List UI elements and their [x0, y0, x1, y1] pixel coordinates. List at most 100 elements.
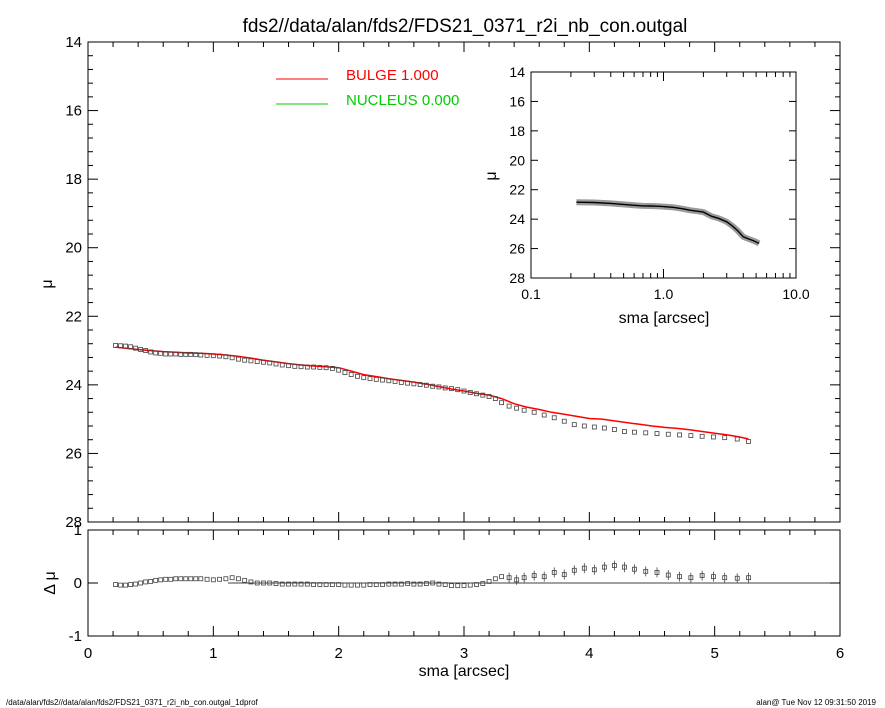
residual-data-point — [436, 581, 442, 587]
main-data-point — [571, 422, 577, 428]
main-y-tick-label: 18 — [65, 171, 82, 188]
residual-data-point — [411, 581, 417, 587]
residual-data-point — [336, 582, 342, 587]
residual-data-point — [292, 581, 298, 587]
residual-data-point — [173, 576, 179, 582]
main-data-point — [386, 378, 392, 384]
inset-data-line — [576, 199, 761, 247]
main-data-point — [210, 353, 216, 359]
main-data-point — [722, 435, 728, 441]
residual-data-point — [581, 565, 587, 571]
inset-x-tick-label: 1.0 — [654, 286, 674, 302]
main-data-point — [711, 434, 716, 440]
inset-plot-frame — [530, 71, 797, 279]
main-data-point — [486, 394, 492, 399]
main-data-point — [336, 367, 342, 373]
residual-data-point — [541, 574, 547, 580]
main-data-point — [286, 363, 291, 369]
main-data-point — [746, 439, 751, 444]
residual-data-point — [380, 582, 385, 587]
residual-data-point — [229, 575, 235, 581]
main-data-point — [128, 344, 134, 350]
main-data-point — [292, 363, 298, 369]
residual-data-point — [746, 575, 751, 581]
residual-data-point — [632, 566, 637, 572]
main-y-tick-label: 16 — [65, 103, 82, 120]
inset-panel: 14 16 18 20 22 24 26 280.1 1.0 10.0 μ sma [arcsec… — [483, 64, 810, 327]
main-data-point — [118, 343, 123, 349]
main-data-point — [279, 362, 285, 368]
main-data-point — [188, 351, 194, 357]
residual-data-point — [711, 574, 716, 580]
residual-data-point — [677, 574, 682, 580]
main-data-point — [355, 373, 360, 379]
inset-y-tick-label: 20 — [509, 152, 525, 168]
main-data-point — [380, 377, 385, 383]
inset-y-tick-label: 18 — [509, 123, 525, 139]
main-data-point — [198, 352, 204, 358]
residual-panel: 0 1 2 3 4 5 6-101 Δ μ sma [arcsec] — [42, 522, 844, 680]
residual-data-point — [128, 582, 134, 587]
residual-data-point — [223, 576, 229, 582]
residual-y-tick-label: 1 — [74, 522, 82, 539]
inset-ticks: 14 16 18 20 22 24 26 280.1 1.0 10.0 — [509, 64, 809, 302]
inset-y-tick-label: 26 — [509, 241, 525, 257]
main-panel: 14 16 18 20 22 24 26 28 μ BULGE 1.000 NUCLEUS 0… — [39, 34, 841, 531]
main-data-point — [531, 409, 537, 415]
residual-data-point — [329, 582, 335, 587]
inset-data-curve — [576, 201, 760, 245]
residual-data-point — [643, 568, 649, 574]
residual-data-point — [386, 581, 392, 587]
main-data-point — [168, 351, 174, 357]
footer-file-path: /data/alan/fds2//data/alan/fds2/FDS21_03… — [6, 698, 259, 707]
residual-data-point — [138, 580, 144, 586]
main-data-point — [323, 365, 329, 371]
residual-data-point — [449, 583, 454, 589]
main-data-point — [317, 364, 323, 370]
residual-data-point — [699, 573, 705, 578]
main-y-tick-label: 22 — [65, 308, 82, 325]
main-data-point — [298, 364, 304, 370]
main-data-point — [455, 387, 461, 393]
residual-data-point — [486, 579, 492, 584]
residual-data-point — [118, 582, 123, 588]
main-data-point — [521, 407, 527, 413]
main-data-point — [480, 392, 486, 398]
residual-y-axis-label: Δ μ — [42, 571, 59, 594]
main-data-point — [361, 375, 367, 381]
main-data-point — [133, 345, 139, 351]
x-tick-label: 1 — [209, 645, 217, 662]
x-axis-label: sma [arcsec] — [419, 663, 510, 680]
residual-data-point — [342, 582, 348, 588]
residual-data-point — [398, 581, 404, 587]
legend-nucleus-label: NUCLEUS 0.000 — [346, 92, 459, 109]
main-data-point — [217, 353, 223, 359]
residual-data-point — [217, 576, 223, 582]
inset-x-tick-label: 0.1 — [521, 286, 541, 302]
residual-data-point — [392, 581, 398, 587]
main-data-point — [178, 351, 184, 357]
main-data-point — [622, 429, 627, 434]
residual-data-point — [210, 577, 216, 583]
main-data-point — [643, 430, 649, 436]
residual-data-point — [514, 577, 520, 583]
inset-x-tick-label: 10.0 — [782, 286, 809, 302]
main-data-point — [677, 432, 682, 438]
main-data-point — [304, 364, 310, 370]
main-data-point — [514, 405, 520, 411]
residual-data-point — [317, 582, 323, 587]
main-data-point — [601, 425, 607, 431]
main-y-tick-label: 24 — [65, 377, 82, 394]
main-data-point — [411, 381, 417, 387]
main-data-point — [248, 358, 254, 364]
main-data-point — [405, 380, 411, 386]
main-data-point — [417, 382, 423, 387]
main-y-tick-label: 26 — [65, 445, 82, 462]
residual-data-point — [143, 579, 149, 585]
main-data-point — [449, 386, 454, 392]
main-data-point — [342, 370, 348, 375]
inset-y-axis-label: μ — [483, 171, 500, 180]
main-data-point — [688, 433, 694, 439]
main-data-point — [436, 384, 442, 390]
main-data-point — [442, 385, 448, 391]
